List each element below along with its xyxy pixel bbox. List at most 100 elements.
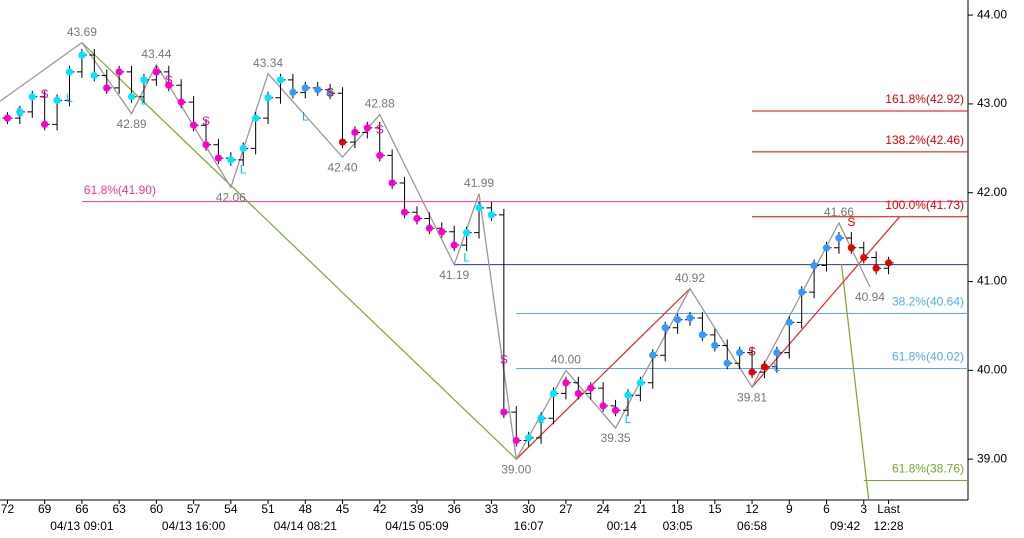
- signal-dot: [338, 138, 347, 146]
- signal-dot: [239, 144, 247, 152]
- pivot-label: 40.92: [675, 271, 705, 285]
- zigzag-line: [0, 41, 871, 462]
- signal-dot: [289, 88, 297, 96]
- signal-dot: [847, 244, 855, 252]
- x-tick-label: Last: [877, 502, 900, 516]
- signal-dot: [177, 98, 185, 106]
- time-label: 03:05: [663, 519, 693, 533]
- signal-dot: [301, 84, 309, 92]
- pivot-label: 41.19: [439, 268, 469, 282]
- signal-dot: [798, 288, 806, 296]
- y-tick-label: 40.00: [977, 363, 1007, 377]
- signal-dot: [835, 234, 843, 242]
- x-tick-label: 6: [823, 502, 830, 516]
- x-tick-label: 15: [708, 502, 722, 516]
- signal-dot: [140, 76, 148, 84]
- signal-dot: [723, 359, 731, 367]
- signal-letter: L: [17, 105, 24, 119]
- signal-letter: S: [376, 123, 384, 137]
- fib-label: 61.8%(38.76): [892, 462, 964, 476]
- x-tick-label: 69: [38, 502, 52, 516]
- signal-letter: L: [774, 360, 781, 374]
- signal-dot: [152, 68, 160, 76]
- fib-label: 161.8%(42.92): [885, 92, 964, 106]
- x-tick-label: 21: [634, 502, 648, 516]
- x-tick-label: 51: [261, 502, 275, 516]
- signal-dot: [872, 264, 880, 272]
- signal-dot: [562, 379, 570, 387]
- signal-dot: [16, 108, 24, 116]
- signal-letter: L: [240, 163, 247, 177]
- x-tick-label: 42: [373, 502, 387, 516]
- pivot-label: 42.89: [117, 117, 147, 131]
- signal-dot: [860, 253, 868, 262]
- signal-dot: [537, 414, 545, 422]
- y-tick-label: 42.00: [977, 185, 1007, 199]
- signal-dot: [115, 68, 123, 76]
- time-label: 00:14: [607, 519, 637, 533]
- x-tick-label: 27: [559, 502, 573, 516]
- trend-line: [81, 42, 517, 460]
- signal-dot: [65, 68, 74, 76]
- signal-letter: L: [141, 93, 148, 107]
- pivot-label: 43.44: [141, 47, 171, 61]
- signal-dot: [28, 93, 36, 101]
- x-tick-label: 9: [786, 502, 793, 516]
- signal-dot: [127, 93, 136, 101]
- signal-dot: [264, 94, 272, 102]
- time-label: 04/13 09:01: [50, 519, 114, 533]
- x-tick-label: 3: [860, 502, 867, 516]
- signal-dot: [3, 114, 12, 122]
- time-label: 16:07: [514, 519, 544, 533]
- pivot-label: 40.94: [855, 290, 885, 304]
- signal-dot: [41, 120, 49, 128]
- signal-dot: [376, 151, 384, 160]
- time-label: 04/15 05:09: [385, 519, 449, 533]
- pivot-label: 42.06: [216, 191, 246, 205]
- signal-dot: [736, 348, 744, 357]
- fib-label: 138.2%(42.46): [885, 133, 964, 147]
- y-tick-label: 44.00: [977, 7, 1007, 21]
- x-tick-label: 30: [522, 502, 536, 516]
- x-tick-label: 63: [112, 502, 126, 516]
- signal-dot: [711, 341, 719, 350]
- signal-dot: [487, 211, 496, 219]
- signal-dot: [363, 124, 371, 132]
- signal-dot: [165, 81, 173, 89]
- signal-letter: S: [748, 345, 756, 359]
- time-label: 04/14 08:21: [274, 519, 338, 533]
- fib-label: 61.8%(40.02): [892, 350, 964, 364]
- signal-dot: [438, 228, 446, 236]
- x-tick-label: 12: [745, 502, 759, 516]
- x-tick-label: 33: [485, 502, 499, 516]
- pivot-label: 42.88: [365, 97, 395, 111]
- pivot-label: 43.69: [67, 25, 97, 39]
- signal-dot: [773, 348, 781, 357]
- signal-dot: [748, 368, 756, 376]
- signal-dot: [400, 208, 409, 216]
- signal-letter: S: [500, 353, 508, 367]
- y-tick-label: 41.00: [977, 274, 1007, 288]
- signal-dot: [674, 316, 682, 324]
- signal-dot: [624, 391, 632, 399]
- pivot-label: 39.00: [501, 462, 531, 476]
- signal-letter: L: [302, 109, 309, 123]
- signal-dot: [190, 121, 198, 129]
- pivot-label: 42.40: [328, 160, 358, 174]
- signal-dot: [90, 71, 98, 80]
- x-tick-label: 48: [299, 502, 313, 516]
- signal-dot: [760, 363, 769, 371]
- signal-letter: S: [202, 114, 210, 128]
- signal-dot: [413, 214, 421, 223]
- x-tick-label: 60: [150, 502, 164, 516]
- pivot-label: 39.35: [601, 431, 631, 445]
- signal-dot: [686, 314, 694, 322]
- signal-dot: [549, 389, 558, 398]
- signal-letter: S: [165, 73, 173, 87]
- signal-dot: [587, 384, 595, 392]
- signal-dot: [227, 156, 235, 164]
- signal-letter: L: [66, 91, 73, 105]
- signal-dot: [884, 259, 893, 267]
- x-tick-label: 36: [448, 502, 462, 516]
- signal-dot: [351, 128, 359, 136]
